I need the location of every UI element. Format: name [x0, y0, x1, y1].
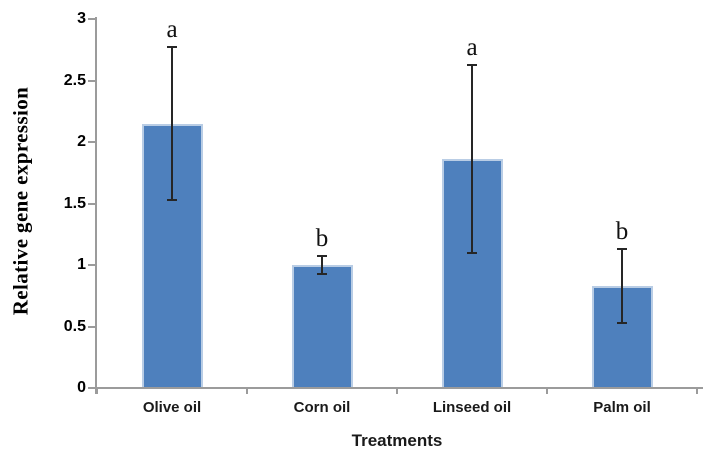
x-axis-tick [546, 388, 548, 394]
bar-olive-oil [141, 123, 203, 387]
x-category-label: Corn oil [293, 399, 351, 416]
x-category-label: Linseed oil [432, 399, 512, 416]
error-bar-line [621, 249, 623, 323]
error-bar-cap-bottom [617, 321, 627, 324]
y-axis-line [95, 17, 97, 394]
y-axis-tick-label: 2 [77, 133, 86, 150]
y-axis-tick [88, 18, 96, 20]
y-axis-tick-label: 2.5 [63, 72, 86, 89]
error-bar-line [171, 47, 173, 200]
x-axis-title: Treatments [351, 431, 443, 450]
significance-letter: b [615, 218, 629, 245]
error-bar-cap-top [167, 46, 177, 49]
x-axis-tick [246, 388, 248, 394]
y-axis-tick [88, 387, 96, 389]
error-bar-line [471, 64, 473, 253]
y-axis-tick-label: 1 [77, 256, 86, 273]
bar-corn-oil [291, 265, 353, 387]
y-axis-tick [88, 326, 96, 328]
y-axis-tick [88, 264, 96, 266]
error-bar-cap-bottom [167, 198, 177, 201]
significance-letter: a [466, 33, 478, 61]
x-category-label: Olive oil [142, 399, 202, 416]
error-bar-cap-bottom [467, 251, 477, 254]
x-axis-tick [96, 388, 98, 394]
significance-letter: a [166, 16, 178, 44]
error-bar-cap-top [467, 63, 477, 66]
y-axis-tick-label: 0.5 [63, 318, 86, 335]
y-axis-tick [88, 203, 96, 205]
error-bar-line [321, 256, 323, 274]
x-axis-tick [396, 388, 398, 394]
error-bar-cap-bottom [317, 272, 327, 275]
y-axis-tick-label: 3 [77, 10, 86, 27]
y-axis-tick-label: 0 [77, 379, 86, 396]
x-category-label: Palm oil [593, 399, 651, 416]
y-axis-title: Relative gene expression [8, 86, 33, 316]
error-bar-cap-top [317, 255, 327, 258]
error-bar-cap-top [617, 248, 627, 250]
y-axis-tick-label: 1.5 [63, 195, 86, 212]
y-axis-tick [88, 141, 96, 143]
significance-letter: b [315, 225, 329, 253]
x-axis-tick [696, 388, 698, 394]
y-axis-tick [88, 80, 96, 82]
